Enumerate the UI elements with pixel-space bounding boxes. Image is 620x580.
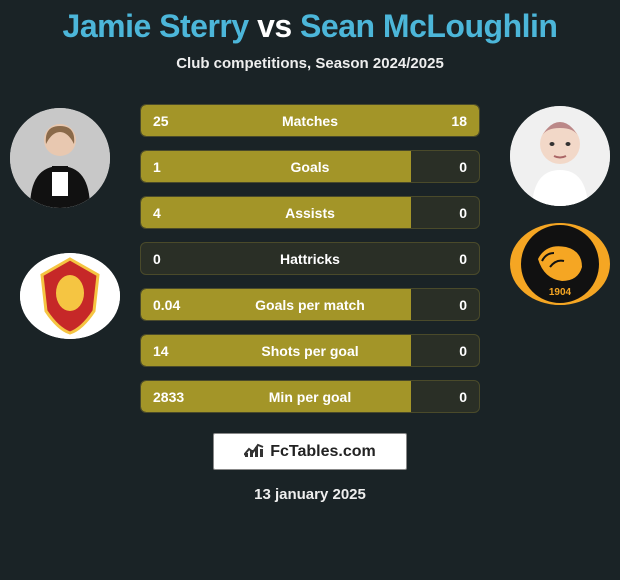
stat-right-value: 0 bbox=[459, 343, 467, 359]
crest-icon bbox=[20, 253, 120, 339]
subtitle: Club competitions, Season 2024/2025 bbox=[0, 55, 620, 72]
player1-name: Jamie Sterry bbox=[63, 8, 249, 44]
stat-label: Min per goal bbox=[269, 389, 351, 405]
vs-text: vs bbox=[257, 8, 292, 44]
stat-label: Goals per match bbox=[255, 297, 365, 313]
person-icon bbox=[510, 106, 610, 206]
stat-label: Assists bbox=[285, 205, 335, 221]
stat-left-value: 0 bbox=[153, 251, 161, 267]
crest-icon: 1904 bbox=[510, 223, 610, 305]
bar-fill-left bbox=[141, 151, 411, 182]
footer: FcTables.com 13 january 2025 bbox=[0, 433, 620, 503]
brand-text: FcTables.com bbox=[270, 443, 376, 461]
stat-row: 0.04 0 Goals per match bbox=[140, 288, 480, 321]
player2-name: Sean McLoughlin bbox=[300, 8, 557, 44]
svg-text:1904: 1904 bbox=[549, 287, 572, 298]
stat-right-value: 0 bbox=[459, 205, 467, 221]
chart-icon bbox=[244, 441, 264, 462]
stat-left-value: 4 bbox=[153, 205, 161, 221]
stat-left-value: 2833 bbox=[153, 389, 184, 405]
stat-right-value: 18 bbox=[451, 113, 467, 129]
stat-row: 25 18 Matches bbox=[140, 104, 480, 137]
player1-avatar bbox=[10, 108, 110, 208]
comparison-panel: 1904 25 18 Matches 1 0 Goals 4 0 Assists 0 0 Hattri… bbox=[0, 98, 620, 413]
stat-right-value: 0 bbox=[459, 389, 467, 405]
player2-club-crest: 1904 bbox=[510, 223, 610, 305]
stat-row: 4 0 Assists bbox=[140, 196, 480, 229]
stat-left-value: 1 bbox=[153, 159, 161, 175]
stat-label: Goals bbox=[291, 159, 330, 175]
stat-left-value: 14 bbox=[153, 343, 169, 359]
stat-row: 2833 0 Min per goal bbox=[140, 380, 480, 413]
stat-label: Matches bbox=[282, 113, 338, 129]
player2-avatar bbox=[510, 106, 610, 206]
stat-right-value: 0 bbox=[459, 251, 467, 267]
stat-row: 14 0 Shots per goal bbox=[140, 334, 480, 367]
stat-row: 1 0 Goals bbox=[140, 150, 480, 183]
page-title: Jamie Sterry vs Sean McLoughlin bbox=[0, 0, 620, 45]
stat-left-value: 0.04 bbox=[153, 297, 180, 313]
bar-fill-left bbox=[141, 197, 411, 228]
stat-left-value: 25 bbox=[153, 113, 169, 129]
stat-right-value: 0 bbox=[459, 159, 467, 175]
player1-club-crest bbox=[20, 253, 120, 339]
date-text: 13 january 2025 bbox=[0, 486, 620, 503]
stat-row: 0 0 Hattricks bbox=[140, 242, 480, 275]
stat-label: Hattricks bbox=[280, 251, 340, 267]
stat-label: Shots per goal bbox=[261, 343, 358, 359]
stat-right-value: 0 bbox=[459, 297, 467, 313]
brand-badge: FcTables.com bbox=[213, 433, 407, 470]
stats-bars: 25 18 Matches 1 0 Goals 4 0 Assists 0 0 Hattricks 0.… bbox=[140, 98, 480, 413]
person-icon bbox=[10, 108, 110, 208]
